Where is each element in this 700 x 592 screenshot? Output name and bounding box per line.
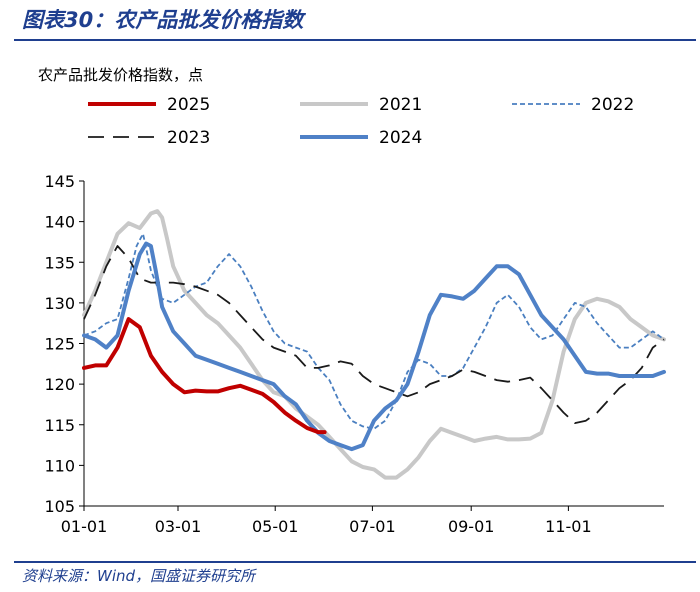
y-axis-label: 农产品批发价格指数，点 [38,66,203,84]
y-tick-label: 130 [44,294,75,313]
series-line-2021 [82,209,666,480]
x-tick-label: 09-01 [448,517,495,536]
series-line-2023 [83,245,665,425]
x-tick-label: 03-01 [155,517,202,536]
x-tick-label: 01-01 [61,517,108,536]
title-rule [14,39,696,41]
x-tick-label: 07-01 [349,517,396,536]
series-line-2022 [83,232,665,430]
x-tick-label: 11-01 [545,517,592,536]
series-line-2024 [82,241,666,452]
y-tick-label: 115 [44,416,75,435]
y-tick-label: 145 [44,172,75,191]
series-line-2025 [82,317,327,435]
legend-label-2021: 2021 [379,95,422,115]
legend: 2025 2021 2022 2023 2024 [88,95,634,148]
y-tick-label: 125 [44,335,75,354]
source-note: 资料来源：Wind，国盛证券研究所 [22,567,256,585]
series-lines [82,209,666,480]
figure-title: 图表30：农产品批发价格指数 [22,8,304,32]
legend-label-2023: 2023 [167,128,210,148]
x-tick-label: 05-01 [252,517,299,536]
y-tick-label: 105 [44,497,75,516]
source-rule [14,561,696,563]
legend-label-2025: 2025 [167,95,210,115]
axes: 105 110 115 120 125 130 135 140 145 01-01 03-01 05-… [44,172,664,536]
y-tick-label: 110 [44,456,75,475]
y-tick-label: 140 [44,213,75,232]
legend-label-2024: 2024 [379,128,422,148]
y-tick-label: 135 [44,253,75,272]
legend-label-2022: 2022 [591,95,634,115]
y-tick-label: 120 [44,375,75,394]
